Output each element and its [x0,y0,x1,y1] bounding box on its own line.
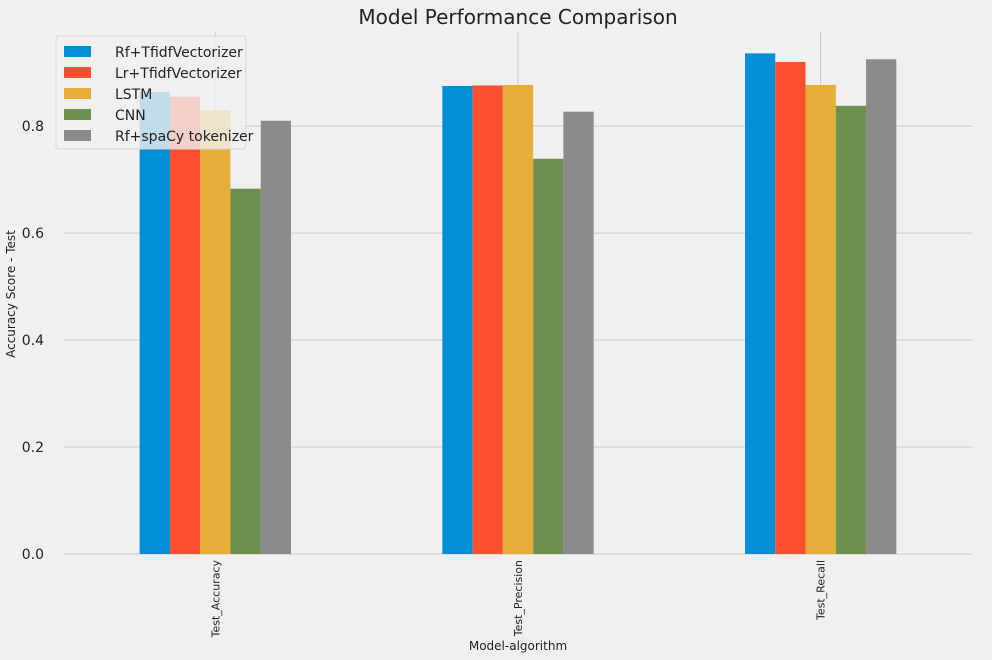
bar-lr-tfidfvectorizer-test-accuracy [169,96,201,555]
legend-swatch [64,109,91,120]
legend-swatch [64,67,91,78]
bars [139,53,897,555]
y-tick-label: 0.0 [22,547,44,563]
legend-label: Rf+TfidfVectorizer [115,45,243,61]
bar-rf-tfidfvectorizer-test-recall [745,53,776,555]
bar-rf-tfidfvectorizer-test-precision [442,86,473,555]
chart-title: Model Performance Comparison [358,5,677,29]
bar-rf-tfidfvectorizer-test-accuracy [139,91,170,554]
x-axis-label: Model-algorithm [469,639,567,653]
legend[interactable]: Rf+TfidfVectorizer Lr+TfidfVectorizer LSTM… [55,35,254,150]
bar-cnn-test-accuracy [230,188,261,554]
legend-swatch [64,88,91,99]
y-tick-label: 0.6 [22,226,44,242]
legend-swatch [64,130,91,141]
legend-swatch [64,46,91,57]
x-tick-label: Test_Accuracy [209,560,222,639]
x-tick-label: Test_Recall [815,560,828,621]
bar-rf-spacy-tokenizer-test-precision [563,111,594,554]
legend-label: Lr+TfidfVectorizer [115,66,242,82]
bar-lr-tfidfvectorizer-test-precision [472,85,503,554]
y-tick-label: 0.2 [22,440,44,456]
bar-rf-spacy-tokenizer-test-recall [866,59,897,554]
y-tick-label: 0.4 [22,333,44,349]
bar-lstm-test-recall [805,84,836,555]
legend-box [55,35,247,150]
legend-label: LSTM [115,87,152,103]
bar-rf-spacy-tokenizer-test-accuracy [260,120,291,555]
x-tick-label: Test_Precision [512,560,525,637]
y-axis-label: Accuracy Score - Test [4,230,18,358]
bar-cnn-test-precision [533,158,564,554]
bar-lstm-test-accuracy [200,110,231,555]
y-axis: 0.0 0.2 0.4 0.6 0.8 [22,119,44,563]
legend-label: CNN [115,108,146,124]
legend-label: Rf+spaCy tokenizer [115,129,254,145]
bar-cnn-test-recall [835,105,867,555]
y-tick-label: 0.8 [22,119,44,135]
x-axis: Test_Accuracy Test_Precision Test_Recall [209,560,827,639]
bar-lr-tfidfvectorizer-test-recall [775,61,806,555]
bar-lstm-test-precision [502,84,534,555]
